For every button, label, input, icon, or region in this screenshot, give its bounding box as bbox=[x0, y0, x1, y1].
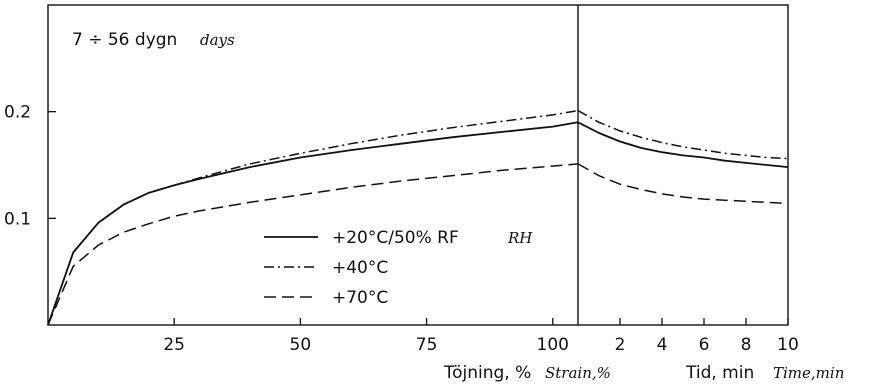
x-tick-label: 6 bbox=[699, 335, 710, 355]
y-tick-label: 0.1 bbox=[4, 209, 31, 229]
x-axis-label-strain-translation: Strain,% bbox=[545, 364, 611, 382]
series-line-strain-3 bbox=[47, 163, 579, 326]
chart-title: 7 ÷ 56 dygn bbox=[72, 30, 177, 50]
legend: +20°C/50% RF RH +40°C +70°C bbox=[264, 228, 533, 308]
legend-label-40c: +40°C bbox=[332, 258, 388, 278]
series-line-time-3 bbox=[577, 163, 789, 205]
x-tick-label: 25 bbox=[163, 335, 185, 355]
x-tick-label: 8 bbox=[741, 335, 752, 355]
x-axis-ticks: 25 50 75 100 2 4 6 8 10 bbox=[163, 318, 799, 355]
series-group bbox=[47, 109, 789, 326]
series-line-time-2 bbox=[577, 109, 789, 160]
x-tick-label: 100 bbox=[537, 335, 569, 355]
y-axis-ticks: 0.1 0.2 bbox=[4, 103, 56, 229]
series-line-time-1 bbox=[577, 121, 789, 168]
x-axis-label-strain: Töjning, % bbox=[443, 363, 531, 383]
x-tick-label: 75 bbox=[416, 335, 438, 355]
legend-label-70c: +70°C bbox=[332, 288, 388, 308]
series-line-strain-1 bbox=[47, 121, 579, 326]
x-axis-label-time-translation: Time,min bbox=[773, 364, 844, 382]
x-tick-label: 4 bbox=[657, 335, 668, 355]
x-axis-label-time: Tid, min bbox=[685, 363, 754, 383]
legend-label-20c-translation: RH bbox=[507, 229, 533, 247]
legend-label-20c: +20°C/50% RF bbox=[332, 228, 459, 248]
y-tick-label: 0.2 bbox=[4, 103, 31, 123]
x-tick-label: 10 bbox=[777, 335, 799, 355]
chart-title-translation: days bbox=[200, 31, 235, 49]
series-line-strain-2 bbox=[47, 109, 579, 326]
x-tick-label: 50 bbox=[290, 335, 312, 355]
plot-frame bbox=[47, 4, 789, 326]
x-tick-label: 2 bbox=[615, 335, 626, 355]
